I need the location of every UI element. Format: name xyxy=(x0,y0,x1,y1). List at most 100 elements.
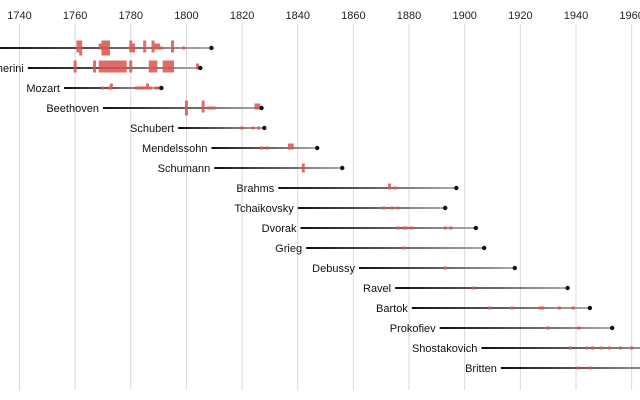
work-marker xyxy=(101,40,105,44)
work-marker xyxy=(107,46,111,50)
work-marker xyxy=(404,226,408,230)
work-marker xyxy=(443,226,447,230)
work-marker xyxy=(388,183,392,187)
work-marker xyxy=(101,49,105,53)
work-marker xyxy=(132,46,136,50)
work-marker xyxy=(107,60,111,64)
work-marker xyxy=(101,86,105,90)
work-marker xyxy=(568,346,572,350)
work-marker xyxy=(129,43,133,47)
work-marker xyxy=(93,60,97,64)
death-marker xyxy=(159,85,164,91)
work-marker xyxy=(162,63,166,67)
work-marker xyxy=(79,52,83,56)
work-marker xyxy=(577,366,581,370)
composer-label: Shostakovich xyxy=(412,343,477,355)
work-marker xyxy=(588,366,592,370)
work-marker xyxy=(260,146,264,150)
work-marker xyxy=(132,43,136,47)
work-marker xyxy=(98,69,102,73)
work-marker xyxy=(151,40,155,44)
work-marker xyxy=(257,103,261,107)
work-marker xyxy=(118,66,122,70)
work-marker xyxy=(120,69,124,73)
work-marker xyxy=(257,126,261,130)
work-marker xyxy=(143,46,147,50)
work-marker xyxy=(546,326,550,330)
work-marker xyxy=(287,143,291,147)
work-marker xyxy=(98,46,102,50)
work-marker xyxy=(76,49,80,53)
work-marker xyxy=(79,49,83,53)
work-marker xyxy=(290,146,294,150)
work-marker xyxy=(301,166,305,170)
work-marker xyxy=(201,103,205,107)
work-marker xyxy=(109,66,113,70)
composer-label: Mendelssohn xyxy=(142,143,207,155)
work-marker xyxy=(76,46,80,50)
work-marker xyxy=(134,86,138,90)
death-marker xyxy=(443,205,448,211)
composer-label: Ravel xyxy=(363,283,391,295)
work-marker xyxy=(107,86,111,90)
work-marker xyxy=(93,69,97,73)
work-marker xyxy=(129,46,133,50)
work-marker xyxy=(151,46,155,50)
composer-row-prokofiev: Prokofiev xyxy=(390,323,615,335)
work-marker xyxy=(541,306,545,310)
composer-label: Tchaikovsky xyxy=(234,203,294,215)
work-marker xyxy=(79,40,83,44)
work-marker xyxy=(557,306,561,310)
work-marker xyxy=(171,43,175,47)
work-marker xyxy=(112,63,116,67)
work-marker xyxy=(129,63,133,67)
death-marker xyxy=(587,305,593,311)
work-marker xyxy=(301,163,305,167)
work-marker xyxy=(510,306,514,310)
work-marker xyxy=(184,112,188,116)
work-marker xyxy=(607,346,611,350)
composer-row-shostakovich: Shostakovich xyxy=(412,343,640,355)
death-marker xyxy=(315,145,320,151)
composer-label: Beethoven xyxy=(46,103,99,115)
work-marker xyxy=(151,60,155,64)
work-marker xyxy=(101,66,105,70)
work-marker xyxy=(390,206,394,210)
work-marker xyxy=(168,63,172,67)
work-marker xyxy=(619,346,623,350)
work-marker xyxy=(129,60,133,64)
work-marker xyxy=(184,103,188,107)
x-tick-label: 1780 xyxy=(119,10,143,22)
work-marker xyxy=(591,346,595,350)
work-marker xyxy=(98,60,102,64)
work-marker xyxy=(154,60,158,64)
work-marker xyxy=(157,43,161,47)
work-marker xyxy=(104,69,108,73)
work-marker xyxy=(120,60,124,64)
work-marker xyxy=(165,63,169,67)
work-marker xyxy=(123,60,127,64)
work-marker xyxy=(112,69,116,73)
x-tick-label: 1860 xyxy=(341,10,365,22)
work-marker xyxy=(212,106,216,110)
composer-row-britten: Britten xyxy=(465,363,640,375)
work-marker xyxy=(162,69,166,73)
work-marker xyxy=(76,40,80,44)
lifeline xyxy=(278,187,457,189)
x-tick-label: 1880 xyxy=(397,10,421,22)
work-marker xyxy=(79,46,83,50)
work-marker xyxy=(112,66,116,70)
lifeline xyxy=(481,347,640,349)
work-marker xyxy=(107,52,111,56)
composer-row-brahms: Brahms xyxy=(236,183,459,195)
work-marker xyxy=(290,143,294,147)
lifeline xyxy=(358,267,515,269)
x-tick-label: 1920 xyxy=(508,10,532,22)
composer-row-boccherini: Boccherini xyxy=(0,60,203,75)
composer-label: Schubert xyxy=(130,123,174,135)
work-marker xyxy=(129,49,133,53)
work-marker xyxy=(104,60,108,64)
composer-row-debussy: Debussy xyxy=(312,263,517,275)
composer-label: Grieg xyxy=(275,243,302,255)
